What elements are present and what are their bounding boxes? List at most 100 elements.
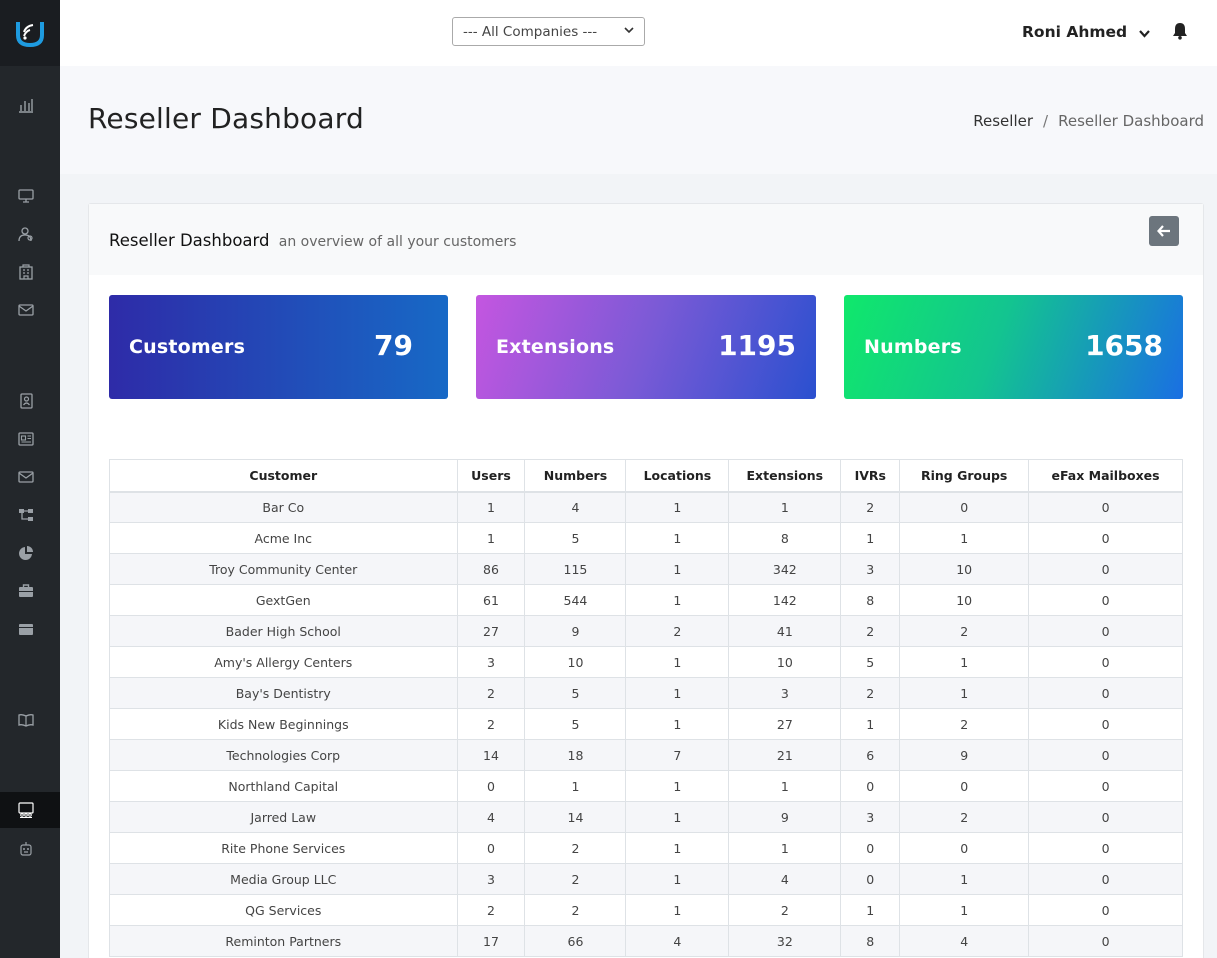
table-cell: 3: [840, 801, 901, 833]
table-row[interactable]: Technologies Corp 14 18 7 21 6 9 0: [109, 739, 1183, 771]
envelope-icon[interactable]: [17, 468, 35, 486]
column-header: Numbers: [524, 459, 627, 493]
customer-name-cell: QG Services: [109, 894, 458, 926]
building-icon[interactable]: [17, 263, 35, 281]
table-cell: 342: [728, 553, 842, 585]
table-row[interactable]: Bader High School 27 9 2 41 2 2 0: [109, 615, 1183, 647]
table-cell: 21: [728, 739, 842, 771]
table-cell: 10: [728, 646, 842, 678]
table-row[interactable]: Rite Phone Services 0 2 1 1 0 0 0: [109, 832, 1183, 864]
chevron-down-icon: [1139, 23, 1150, 42]
chart-bar-icon[interactable]: [17, 96, 35, 114]
table-cell: 0: [1028, 925, 1183, 957]
table-row[interactable]: Jarred Law 4 14 1 9 3 2 0: [109, 801, 1183, 833]
breadcrumb-reseller-link[interactable]: Reseller: [973, 112, 1034, 130]
table-cell: 0: [1028, 646, 1183, 678]
numbers-stat-label: Numbers: [864, 336, 962, 358]
table-cell: 0: [899, 832, 1030, 864]
table-cell: 1: [899, 522, 1030, 554]
table-row[interactable]: Bar Co 1 4 1 1 2 0 0: [109, 491, 1183, 523]
table-row[interactable]: Reminton Partners 17 66 4 32 8 4 0: [109, 925, 1183, 957]
table-body: Bar Co 1 4 1 1 2 0 0 Acme Inc 1 5 1 8 1 1 0 Troy Communi…: [109, 491, 1183, 957]
table-cell: 2: [899, 708, 1030, 740]
table-cell: 17: [456, 925, 526, 957]
table-cell: 1: [524, 770, 627, 802]
table-cell: 0: [899, 770, 1030, 802]
table-row[interactable]: Kids New Beginnings 2 5 1 27 1 2 0: [109, 708, 1183, 740]
column-header: Extensions: [728, 459, 842, 493]
user-menu[interactable]: Roni Ahmed: [1022, 20, 1150, 44]
table-cell: 0: [1028, 553, 1183, 585]
app-logo[interactable]: [0, 0, 60, 66]
table-row[interactable]: Troy Community Center 86 115 1 342 3 10 0: [109, 553, 1183, 585]
column-header: Users: [456, 459, 526, 493]
page-header: Reseller Dashboard Reseller / Reseller D…: [60, 66, 1217, 174]
table-cell: 0: [456, 770, 526, 802]
table-cell: 9: [899, 739, 1030, 771]
table-cell: 9: [728, 801, 842, 833]
table-cell: 3: [456, 863, 526, 895]
monitor-icon[interactable]: [17, 187, 35, 205]
top-bar: --- All Companies --- Roni Ahmed: [60, 0, 1217, 66]
card-header: Reseller Dashboard an overview of all yo…: [89, 204, 1203, 275]
customers-stat-value: 79: [374, 329, 413, 362]
table-cell: 1: [625, 832, 730, 864]
sidebar-active-indicator: [0, 792, 60, 828]
table-cell: 2: [840, 615, 901, 647]
table-cell: 4: [625, 925, 730, 957]
card-title: Reseller Dashboard an overview of all yo…: [109, 231, 516, 250]
table-cell: 1: [899, 863, 1030, 895]
logo-icon: [16, 22, 44, 47]
table-cell: 86: [456, 553, 526, 585]
breadcrumb: Reseller / Reseller Dashboard: [973, 112, 1204, 130]
table-cell: 4: [524, 491, 627, 523]
table-row[interactable]: Northland Capital 0 1 1 1 0 0 0: [109, 770, 1183, 802]
table-cell: 32: [728, 925, 842, 957]
folder-icon[interactable]: [17, 620, 35, 638]
pie-chart-icon[interactable]: [17, 544, 35, 562]
company-select[interactable]: --- All Companies ---: [452, 17, 645, 46]
table-cell: 2: [625, 615, 730, 647]
table-cell: 5: [524, 708, 627, 740]
table-row[interactable]: QG Services 2 2 1 2 1 1 0: [109, 894, 1183, 926]
back-button[interactable]: [1149, 216, 1179, 246]
table-header-row: Customer Users Numbers Locations Extensions I…: [109, 459, 1183, 493]
newspaper-icon[interactable]: [17, 430, 35, 448]
column-header: eFax Mailboxes: [1028, 459, 1183, 493]
table-cell: 10: [524, 646, 627, 678]
customer-name-cell: Northland Capital: [109, 770, 458, 802]
book-icon[interactable]: [17, 711, 35, 729]
mail-icon[interactable]: [17, 301, 35, 319]
extensions-stat-card: Extensions 1195: [476, 295, 816, 399]
customer-name-cell: Bay's Dentistry: [109, 677, 458, 709]
table-cell: 1: [728, 491, 842, 523]
table-cell: 1: [625, 646, 730, 678]
bell-icon[interactable]: [1172, 22, 1188, 40]
customer-name-cell: Acme Inc: [109, 522, 458, 554]
table-row[interactable]: Amy's Allergy Centers 3 10 1 10 5 1 0: [109, 646, 1183, 678]
arrow-left-icon: [1157, 225, 1170, 237]
breadcrumb-current: Reseller Dashboard: [1058, 112, 1204, 130]
page-title: Reseller Dashboard: [88, 102, 364, 135]
users-icon[interactable]: [17, 225, 35, 243]
table-cell: 5: [524, 522, 627, 554]
customer-name-cell: Amy's Allergy Centers: [109, 646, 458, 678]
table-cell: 1: [456, 522, 526, 554]
table-row[interactable]: Bay's Dentistry 2 5 1 3 2 1 0: [109, 677, 1183, 709]
table-cell: 1: [456, 491, 526, 523]
table-row[interactable]: Media Group LLC 3 2 1 4 0 1 0: [109, 863, 1183, 895]
table-row[interactable]: GextGen 61 544 1 142 8 10 0: [109, 584, 1183, 616]
table-cell: 5: [840, 646, 901, 678]
table-row[interactable]: Acme Inc 1 5 1 8 1 1 0: [109, 522, 1183, 554]
table-cell: 3: [840, 553, 901, 585]
table-cell: 2: [728, 894, 842, 926]
robot-icon[interactable]: [17, 840, 35, 858]
table-cell: 14: [524, 801, 627, 833]
numbers-stat-value: 1658: [1085, 329, 1163, 362]
address-book-icon[interactable]: [17, 392, 35, 410]
briefcase-icon[interactable]: [17, 582, 35, 600]
table-cell: 1: [625, 584, 730, 616]
table-cell: 2: [524, 863, 627, 895]
sitemap-icon[interactable]: [17, 506, 35, 524]
reseller-icon[interactable]: [17, 801, 35, 819]
